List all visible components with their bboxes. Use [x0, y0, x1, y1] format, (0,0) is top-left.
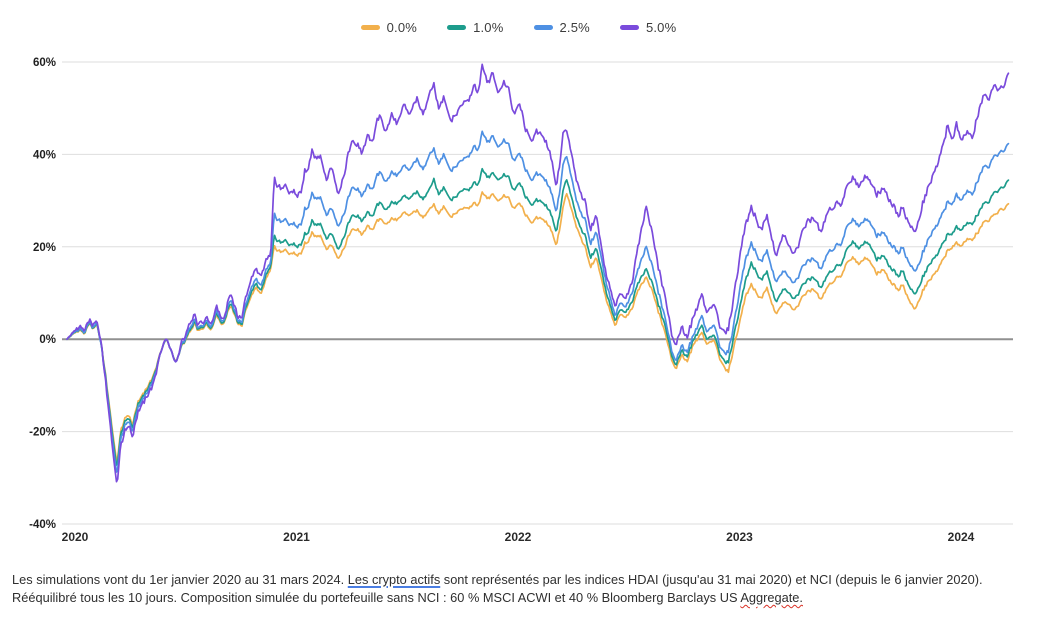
- y-axis-tick-label: 40%: [33, 149, 56, 161]
- series-line-0.0%: [66, 191, 1010, 462]
- footnote-text-middle: sont représentés par les indices HDAI (j…: [12, 572, 983, 605]
- y-axis-tick-label: 60%: [33, 57, 56, 69]
- simulation-chart: 60% 40% 20% 0% -20% -40% 2020 2021 2022 2023 2024: [29, 57, 1013, 544]
- series-line-2.5%: [66, 130, 1010, 473]
- x-axis-tick-label: 2022: [505, 530, 532, 544]
- legend-swatch-0-percent-icon: [360, 25, 380, 30]
- legend-item-5-percent: 5.0%: [619, 20, 677, 35]
- chart-legend: 0.0% 1.0% 2.5% 5.0%: [0, 20, 1037, 35]
- y-axis-tick-label: 20%: [33, 242, 56, 254]
- legend-label: 0.0%: [386, 20, 418, 35]
- chart-footnote: Les simulations vont du 1er janvier 2020…: [12, 571, 1025, 607]
- y-axis-tick-label: -40%: [29, 519, 56, 531]
- legend-swatch-1-percent-icon: [447, 25, 467, 30]
- series-line-1.0%: [66, 167, 1010, 466]
- gridlines-layer: [62, 61, 1013, 525]
- x-axis-tick-label: 2020: [62, 530, 89, 544]
- legend-swatch-5-percent-icon: [619, 25, 639, 30]
- legend-item-2-5-percent: 2.5%: [533, 20, 590, 35]
- footnote-misspelled-word: Aggregate.: [740, 590, 803, 605]
- x-axis-tick-label: 2023: [726, 530, 753, 544]
- legend-item-0-percent: 0.0%: [360, 20, 418, 35]
- series-layer: [66, 63, 1010, 483]
- y-axis-tick-label: -20%: [29, 427, 56, 439]
- series-line-5.0%: [66, 63, 1010, 483]
- x-axis-tick-label: 2021: [283, 530, 310, 544]
- legend-label: 5.0%: [645, 20, 677, 35]
- y-axis-tick-label: 0%: [39, 334, 56, 346]
- legend-label: 2.5%: [559, 20, 590, 35]
- axis-labels-layer: 60% 40% 20% 0% -20% -40% 2020 2021 2022 2023 2024: [29, 57, 975, 544]
- x-axis-tick-label: 2024: [948, 530, 975, 544]
- crypto-assets-link[interactable]: Les crypto actifs: [347, 572, 441, 587]
- legend-swatch-2-5-percent-icon: [533, 25, 553, 30]
- footnote-text-start: Les simulations vont du 1er janvier 2020…: [12, 572, 348, 587]
- legend-label: 1.0%: [473, 20, 504, 35]
- legend-item-1-percent: 1.0%: [447, 20, 503, 35]
